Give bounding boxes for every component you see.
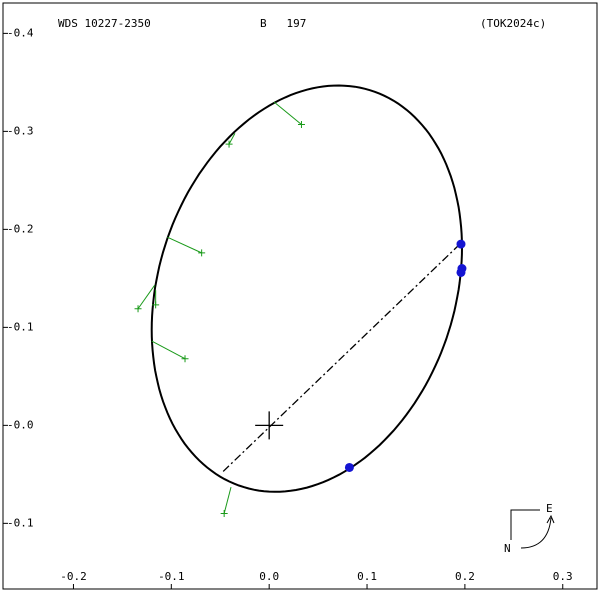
origin-cross (255, 411, 284, 440)
x-tick-label: -0.1 (158, 570, 185, 583)
y-tick-label: -0.3 (7, 124, 34, 137)
observation (152, 301, 160, 309)
x-tick-label: 0.1 (357, 570, 377, 583)
compass: E N (504, 502, 555, 555)
observation (297, 121, 305, 129)
compass-axes (510, 509, 540, 540)
residual-line (167, 236, 202, 254)
observation (220, 510, 228, 518)
compass-arrow (520, 517, 552, 549)
y-tick-label: -0.1 (7, 320, 34, 333)
precise-observation (456, 239, 466, 249)
y-tick-label: -0.2 (7, 222, 34, 235)
x-tick-label: 0.2 (455, 570, 475, 583)
residual-line (273, 101, 302, 125)
x-tick-label: 0.0 (259, 570, 279, 583)
orbit-ellipse (150, 84, 463, 493)
reference: (TOK2024c) (480, 17, 546, 30)
compass-arrowhead (546, 514, 555, 524)
residual-line (228, 133, 236, 145)
residual-line (137, 284, 156, 310)
observation (181, 355, 189, 363)
chart-title: WDS 10227-2350 (58, 17, 151, 30)
observation (225, 140, 233, 148)
observation (198, 249, 206, 257)
precise-observation (456, 267, 466, 277)
compass-north: N (504, 542, 511, 555)
x-tick-label: 0.3 (553, 570, 573, 583)
observation (134, 305, 142, 313)
residual-line (223, 486, 232, 514)
frame (2, 2, 598, 590)
y-tick-label: -0.0 (7, 418, 34, 431)
y-tick-label: -0.4 (7, 26, 34, 39)
precise-observation (344, 462, 354, 472)
x-tick-label: -0.2 (60, 570, 87, 583)
residual-line (151, 340, 186, 360)
node-line (222, 242, 462, 472)
compass-east: E (546, 502, 553, 515)
y-tick-label: -0.1 (7, 516, 34, 529)
subtitle: B 197 (260, 17, 306, 30)
